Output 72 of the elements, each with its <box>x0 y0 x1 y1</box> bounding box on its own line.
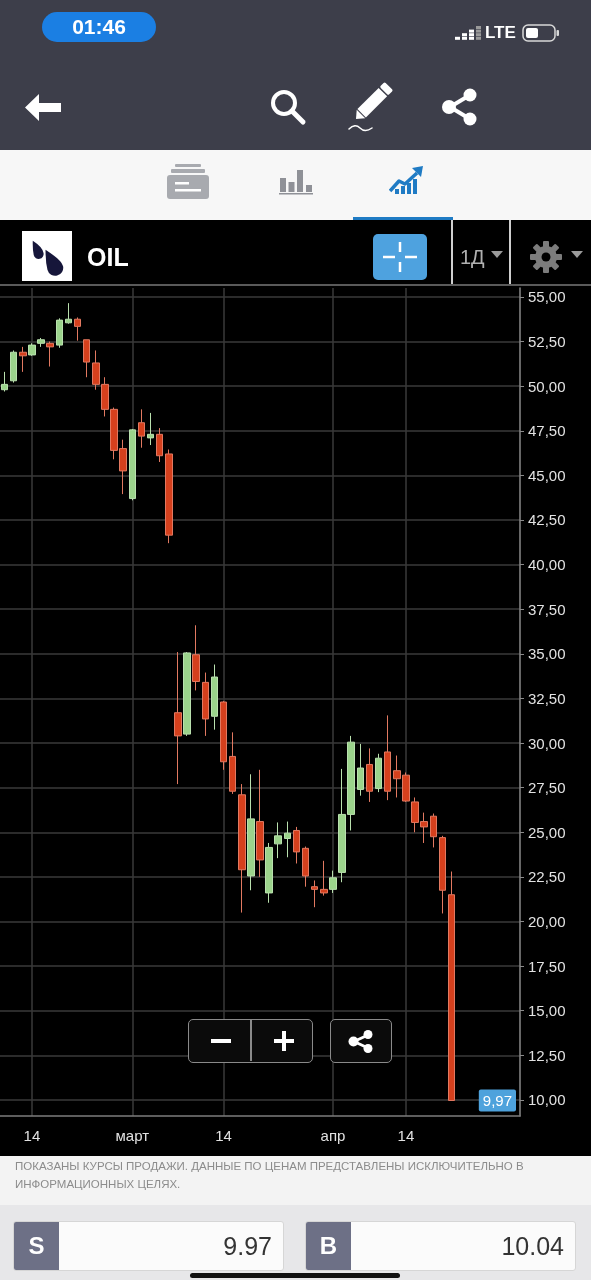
sell-button: S 9.97 <box>13 1221 284 1271</box>
candlestick <box>229 731 236 795</box>
y-tick-label: 10,00 <box>528 1091 566 1109</box>
candlestick <box>366 747 373 803</box>
annotation: 9,97 <box>482 1091 512 1109</box>
candlestick <box>183 651 191 737</box>
text: LTE <box>485 22 516 44</box>
candlestick <box>375 753 382 793</box>
candlestick <box>384 714 391 801</box>
y-tick-label: 32,50 <box>528 689 566 707</box>
y-tick-label: 20,00 <box>528 912 566 930</box>
y-tick-label: 22,50 <box>528 868 566 886</box>
candlestick <box>320 860 328 897</box>
candlestick <box>174 651 182 785</box>
candlestick <box>1 371 8 392</box>
candlestick <box>311 879 318 908</box>
candlestick <box>147 412 154 446</box>
text: 01:46 <box>42 12 156 42</box>
x-tick-label: 14 <box>397 1127 415 1144</box>
candlestick <box>274 821 282 859</box>
buy-button: B 10.04 <box>305 1221 576 1271</box>
candlestick <box>156 427 163 463</box>
x-tick-label: 14 <box>23 1127 41 1144</box>
y-tick-label: 35,00 <box>528 645 566 663</box>
y-tick-label: 55,00 <box>528 288 566 306</box>
x-tick-label: март <box>115 1127 150 1144</box>
candlestick <box>46 341 54 368</box>
y-tick-label: 37,50 <box>528 600 566 618</box>
x-tick-label: 14 <box>215 1127 232 1144</box>
candlestick <box>302 846 309 888</box>
y-tick-label: 12,50 <box>528 1046 566 1064</box>
y-tick-label: 42,50 <box>528 511 566 529</box>
candlestick <box>265 842 273 904</box>
candlestick <box>430 813 437 848</box>
candlestick <box>65 302 72 325</box>
candlestick <box>329 870 337 894</box>
candlestick <box>129 428 136 501</box>
candlestick <box>448 871 455 1101</box>
candlestick <box>220 700 227 771</box>
y-tick-label: 15,00 <box>528 1002 566 1020</box>
x-tick-label: апр <box>320 1127 346 1144</box>
y-tick-label: 17,50 <box>528 957 566 975</box>
text: ПОКАЗАНЫ КУРСЫ ПРОДАЖИ. ДАННЫЕ ПО ЦЕНАМ ПРЕДСТАВЛЕНЫ ИСКЛЮЧИТЕЛЬНО В ИНФОРМАЦИОННЫХ ЦЕЛЯХ. <box>15 1159 525 1192</box>
candlestick <box>202 672 209 737</box>
y-tick-label: 45,00 <box>528 466 566 484</box>
y-tick-label: 40,00 <box>528 556 566 574</box>
candlestick <box>439 835 446 914</box>
y-tick-label: 52,50 <box>528 333 566 351</box>
candlestick <box>165 449 173 544</box>
y-tick-label: 27,50 <box>528 779 566 797</box>
candlestick <box>293 826 300 864</box>
candlestick <box>74 316 81 342</box>
candlestick <box>256 769 264 878</box>
candlestick <box>247 773 255 891</box>
chart-title: OIL <box>87 242 129 272</box>
candlestick <box>357 743 364 797</box>
candlestick <box>211 664 218 731</box>
candlestick <box>83 339 90 378</box>
candlestick <box>138 408 145 449</box>
candlestick <box>10 349 17 384</box>
candlestick <box>238 783 246 914</box>
candlestick <box>192 624 200 691</box>
y-tick-label: 30,00 <box>528 734 566 752</box>
candlestick <box>37 337 45 348</box>
y-tick-label: 25,00 <box>528 823 566 841</box>
candlestick <box>284 821 291 858</box>
candlestick <box>56 317 63 349</box>
text: 1Д <box>460 245 485 269</box>
candlestick <box>28 342 36 357</box>
candlestick <box>19 346 27 373</box>
y-tick-label: 50,00 <box>528 377 566 395</box>
y-tick-label: 47,50 <box>528 422 566 440</box>
